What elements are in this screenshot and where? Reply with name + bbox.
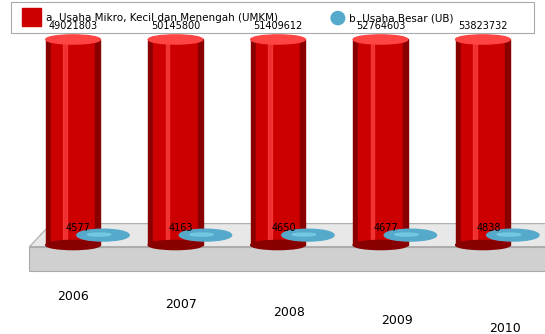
Ellipse shape [497, 233, 520, 236]
Text: 4650: 4650 [271, 223, 296, 233]
Text: 52764603: 52764603 [356, 21, 405, 31]
Bar [473, 39, 476, 245]
Ellipse shape [77, 229, 129, 241]
Bar [300, 39, 305, 245]
Ellipse shape [251, 240, 305, 249]
Text: 4163: 4163 [169, 223, 193, 233]
Ellipse shape [148, 35, 203, 44]
Ellipse shape [251, 35, 305, 44]
Bar [251, 39, 256, 245]
Ellipse shape [353, 240, 408, 249]
Text: 53823732: 53823732 [458, 21, 507, 31]
Bar [371, 39, 374, 245]
Text: 2009: 2009 [381, 314, 413, 327]
Bar [153, 39, 198, 245]
Text: 4677: 4677 [373, 223, 398, 233]
Bar [148, 39, 153, 245]
Text: b. Usaha Besar (UB): b. Usaha Besar (UB) [349, 13, 453, 23]
Bar [256, 39, 300, 245]
Bar [51, 39, 95, 245]
Bar [64, 39, 67, 245]
Text: 51409612: 51409612 [253, 21, 302, 31]
Bar [198, 39, 203, 245]
Text: 2006: 2006 [57, 290, 89, 303]
Ellipse shape [331, 11, 344, 25]
Bar [22, 8, 41, 26]
Text: 50145800: 50145800 [151, 21, 200, 31]
Ellipse shape [179, 229, 232, 241]
Ellipse shape [46, 35, 100, 44]
Ellipse shape [395, 233, 418, 236]
Text: 4577: 4577 [66, 223, 91, 233]
Text: 49021803: 49021803 [49, 21, 98, 31]
Ellipse shape [87, 233, 111, 236]
Ellipse shape [148, 240, 203, 249]
Ellipse shape [384, 229, 437, 241]
Bar [11, 2, 534, 33]
Ellipse shape [353, 35, 408, 44]
Ellipse shape [292, 233, 316, 236]
Bar [403, 39, 408, 245]
Polygon shape [29, 224, 545, 246]
Ellipse shape [190, 233, 213, 236]
Bar [46, 39, 51, 245]
Bar [353, 39, 358, 245]
Ellipse shape [456, 240, 510, 249]
Ellipse shape [487, 229, 539, 241]
Bar [95, 39, 100, 245]
Bar [505, 39, 510, 245]
Ellipse shape [282, 229, 334, 241]
Bar [461, 39, 505, 245]
Bar [358, 39, 403, 245]
Bar [166, 39, 169, 245]
Ellipse shape [46, 240, 100, 249]
Text: 4838: 4838 [476, 223, 500, 233]
Bar [456, 39, 461, 245]
Polygon shape [29, 246, 545, 271]
Text: a. Usaha Mikro, Kecil dan Menengah (UMKM): a. Usaha Mikro, Kecil dan Menengah (UMKM… [46, 13, 278, 23]
Text: 2007: 2007 [165, 298, 197, 311]
Bar [268, 39, 271, 245]
Ellipse shape [456, 35, 510, 44]
Text: 2008: 2008 [273, 306, 305, 319]
Text: 2010: 2010 [489, 322, 520, 334]
